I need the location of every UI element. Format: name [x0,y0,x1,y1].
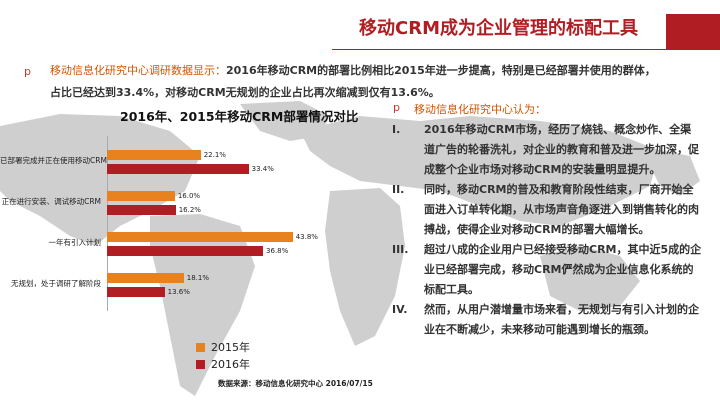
chart-source: 数据来源：移动信息化研究中心 2016/07/15 [218,379,373,388]
point-number: II. [392,183,405,196]
point-number: IV. [392,303,408,316]
analysis-points: I. 2016年移动CRM市场，经历了烧钱、概念炒作、全渠道广告的轮番洗礼，对企… [392,120,702,340]
point-number: I. [392,123,401,136]
legend-swatch-2015 [196,342,205,352]
bar-value-label: 33.4% [251,165,274,173]
header-divider [332,49,666,50]
bar-value-label: 16.0% [177,192,201,200]
chart-axis [107,136,108,311]
point-text: 同时，移动CRM的普及和教育阶段性结束，厂商开始全面进入订单转化期，从市场声音角… [424,183,699,236]
legend-2016: 2016年 [196,356,250,372]
bar-value-label: 36.8% [266,247,289,255]
right-lead: 移动信息化研究中心认为： [414,103,546,116]
world-map-background [0,101,700,396]
point-number: III. [392,243,409,256]
lead-source-label: 移动信息化研究中心调研数据显示： [50,64,226,77]
bar-value-label: 22.1% [203,151,226,159]
category-label: 无规划，处于调研了解阶段 [11,279,101,288]
legend-label-2016: 2016年 [211,358,250,371]
point-text: 然而，从用户潜增量市场来看，无规划与有引入计划的企业在不断减少，未来移动可能遇到… [424,303,699,336]
analysis-point: III. 超过八成的企业用户已经接受移动CRM，其中近5成的企业已经部署完成，移… [392,240,702,300]
bar-2016年 [107,287,165,297]
bar-2015年 [107,273,184,283]
point-text: 2016年移动CRM市场，经历了烧钱、概念炒作、全渠道广告的轮番洗礼，对企业的教… [424,123,699,176]
analysis-point: II. 同时，移动CRM的普及和教育阶段性结束，厂商开始全面进入订单转化期，从市… [392,180,702,240]
right-bullet: p [393,101,400,114]
bar-value-label: 16.2% [178,206,201,214]
lead-line1: 2016年移动CRM的部署比例相比2015年进一步提高，特别是已经部署并使用的群… [226,64,656,77]
legend-label-2015: 2015年 [211,341,250,354]
lead-bullet: p [24,65,31,78]
category-label: 一年有引入计划 [48,238,102,247]
analysis-point: I. 2016年移动CRM市场，经历了烧钱、概念炒作、全渠道广告的轮番洗礼，对企… [392,120,702,180]
bar-2016年 [107,205,176,215]
bar-2015年 [107,191,175,201]
bar-value-label: 18.1% [186,274,209,282]
legend-swatch-2016 [196,359,205,369]
category-label: 已部署完成并正在使用移动CRM [0,156,107,165]
bar-2016年 [107,246,264,256]
point-text: 超过八成的企业用户已经接受移动CRM，其中近5成的企业已经部署完成，移动CRM俨… [424,243,702,296]
lead-line2: 占比已经达到33.4%，对移动CRM无规划的企业占比再次缩减到仅有13.6%。 [50,86,440,99]
page-title: 移动CRM成为企业管理的标配工具 [359,18,638,39]
bar-2015年 [107,232,293,242]
bar-2015年 [107,150,201,160]
bar-value-label: 43.8% [295,233,318,241]
category-label: 正在进行安装、调试移动CRM [1,197,101,206]
lead-paragraph: 移动信息化研究中心调研数据显示：2016年移动CRM的部署比例相比2015年进一… [50,60,700,104]
analysis-point: IV. 然而，从用户潜增量市场来看，无规划与有引入计划的企业在不断减少，未来移动… [392,300,702,340]
chart-title: 2016年、2015年移动CRM部署情况对比 [120,109,359,124]
header-accent-block [666,14,720,50]
legend-2015: 2015年 [196,339,250,355]
bar-2016年 [107,164,249,174]
bar-value-label: 13.6% [167,288,190,296]
